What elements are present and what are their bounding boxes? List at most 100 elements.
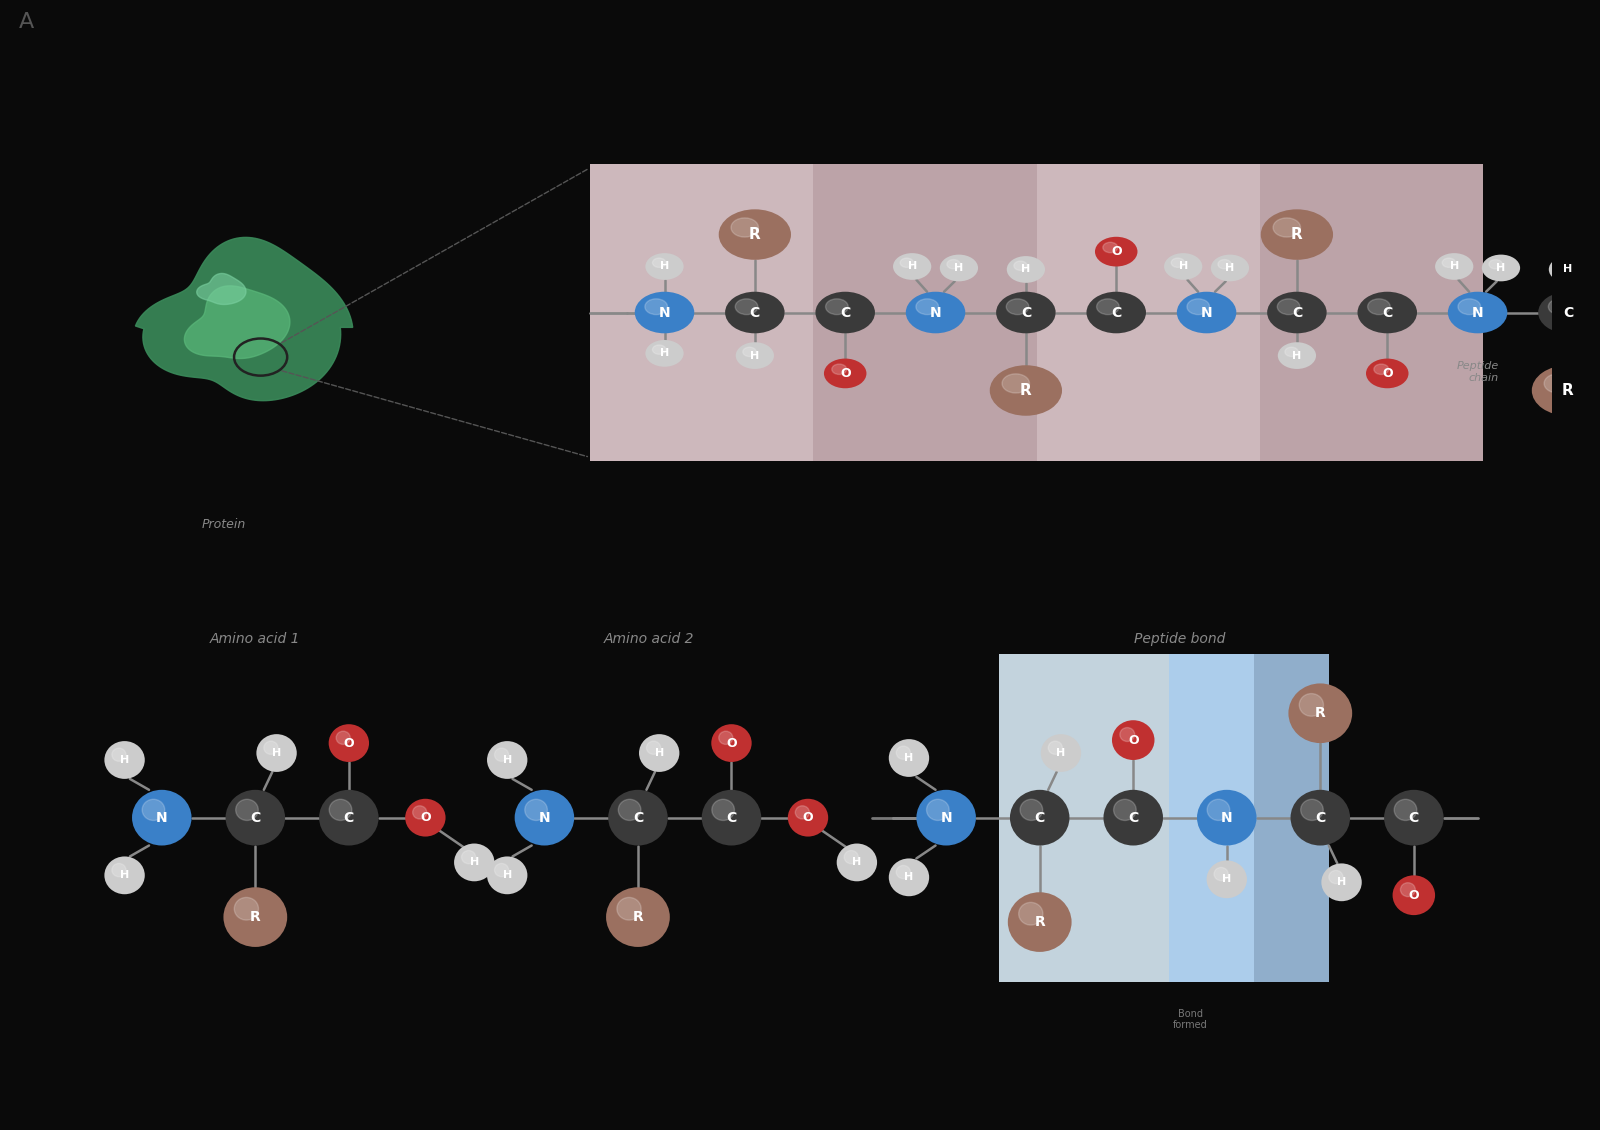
Circle shape [1374,364,1389,374]
Text: H: H [1563,264,1573,275]
Circle shape [1112,720,1155,760]
Circle shape [1002,374,1029,393]
Circle shape [224,887,288,947]
Circle shape [635,292,694,333]
Circle shape [1435,253,1474,280]
Circle shape [712,799,734,820]
Text: H: H [1293,350,1301,360]
Circle shape [1187,298,1210,314]
Circle shape [1322,863,1362,902]
Text: H: H [659,261,669,271]
Circle shape [1549,298,1571,314]
Text: H: H [853,858,861,868]
Circle shape [896,866,910,879]
Circle shape [1165,253,1202,280]
Text: C: C [750,305,760,320]
Circle shape [1384,790,1443,845]
Circle shape [917,790,976,845]
FancyBboxPatch shape [813,164,1037,461]
Circle shape [718,209,790,260]
Text: O: O [421,811,430,824]
Text: R: R [1562,383,1574,398]
Circle shape [1048,741,1062,755]
Text: N: N [1472,305,1483,320]
Circle shape [1285,347,1298,357]
Circle shape [1392,876,1435,915]
Circle shape [915,298,939,314]
Circle shape [318,790,379,845]
Circle shape [235,799,258,820]
Circle shape [845,851,858,863]
Text: C: C [1563,305,1573,320]
Circle shape [1010,790,1069,845]
Circle shape [787,799,829,836]
Text: R: R [1021,383,1032,398]
Circle shape [454,843,494,881]
Text: N: N [1200,305,1213,320]
Text: H: H [1056,748,1066,758]
Circle shape [638,734,680,772]
Circle shape [990,365,1062,416]
Circle shape [896,746,910,759]
FancyBboxPatch shape [1170,653,1330,982]
Circle shape [1206,860,1246,898]
Circle shape [731,218,758,237]
Text: O: O [726,737,736,749]
Circle shape [837,843,877,881]
FancyBboxPatch shape [1000,653,1254,982]
Circle shape [618,799,642,820]
Text: H: H [120,870,130,880]
Circle shape [525,799,547,820]
Circle shape [1400,883,1416,896]
Circle shape [1178,292,1237,333]
Circle shape [1261,209,1333,260]
Text: H: H [654,748,664,758]
Circle shape [826,298,848,314]
Circle shape [142,799,165,820]
Circle shape [1102,242,1118,253]
Text: O: O [1128,733,1139,747]
Circle shape [234,897,259,920]
Circle shape [645,253,683,280]
Circle shape [1448,292,1507,333]
Circle shape [1171,258,1184,268]
Circle shape [646,741,661,755]
Text: O: O [803,811,813,824]
Circle shape [1531,365,1600,416]
Text: Protein: Protein [202,518,245,531]
Circle shape [1114,799,1136,820]
Circle shape [1366,358,1408,389]
Circle shape [906,292,965,333]
Circle shape [1019,903,1043,925]
Circle shape [888,739,930,777]
Circle shape [494,863,509,877]
Circle shape [112,863,126,877]
Circle shape [1368,298,1390,314]
Circle shape [461,851,475,863]
Text: H: H [1021,264,1030,275]
Text: C: C [1408,810,1419,825]
Text: H: H [659,348,669,358]
Circle shape [939,254,978,281]
Circle shape [653,258,666,268]
Text: H: H [272,748,282,758]
Text: N: N [659,305,670,320]
Circle shape [1086,292,1146,333]
Circle shape [413,806,427,819]
Text: Peptide
chain: Peptide chain [1456,362,1499,383]
Circle shape [1021,799,1043,820]
Circle shape [1120,728,1134,741]
Text: H: H [470,858,478,868]
Circle shape [1214,868,1229,880]
Circle shape [1555,261,1570,270]
Text: N: N [155,810,168,825]
Circle shape [1549,257,1587,282]
Circle shape [1008,893,1072,951]
FancyBboxPatch shape [1259,164,1483,461]
Circle shape [486,857,528,894]
Text: C: C [1382,305,1392,320]
Circle shape [1218,260,1232,269]
Circle shape [1458,298,1480,314]
Circle shape [1330,870,1342,884]
Circle shape [1006,257,1045,282]
